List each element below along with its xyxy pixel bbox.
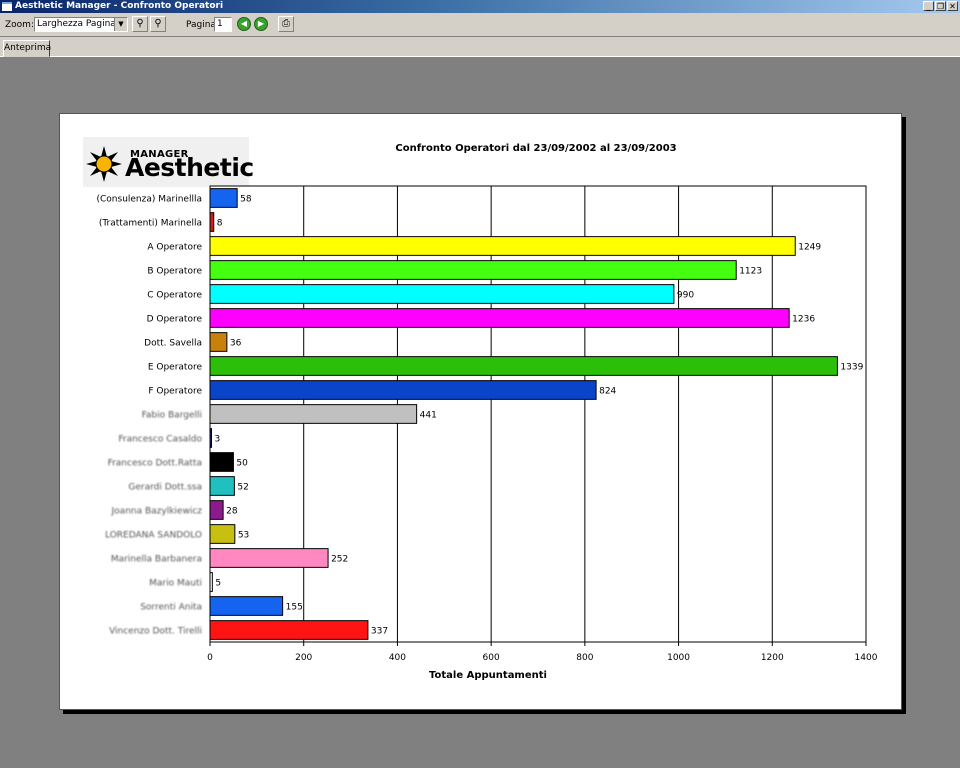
data-label: 8	[217, 219, 223, 229]
bar	[209, 476, 235, 496]
data-label: 58	[240, 195, 252, 205]
data-label: 824	[599, 387, 616, 397]
category-label: B Operatore	[147, 267, 202, 277]
category-label: Francesco Dott.Ratta	[108, 459, 202, 469]
data-label: 1339	[840, 363, 863, 373]
bar	[209, 500, 224, 520]
bar	[209, 236, 796, 256]
arrow-left-icon: ◀	[240, 19, 248, 28]
category-label: A Operatore	[147, 243, 202, 253]
aesthetic-manager-logo: MANAGER Aesthetic	[83, 137, 254, 187]
logo-aesthetic-text: Aesthetic	[125, 153, 254, 182]
category-label: Fabio Bargelli	[142, 411, 202, 421]
bar	[209, 380, 597, 400]
data-label: 990	[677, 291, 694, 301]
print-button[interactable]: ⎙	[278, 16, 294, 32]
page-label: Pagina:	[186, 20, 220, 30]
category-label: Sorrenti Anita	[140, 603, 202, 613]
data-label: 50	[236, 459, 248, 469]
data-label: 441	[420, 411, 437, 421]
x-tick-label: 1400	[855, 653, 878, 663]
bar	[209, 596, 284, 616]
bar	[209, 356, 838, 376]
zoom-label: Zoom:	[5, 20, 34, 30]
bar	[209, 188, 238, 208]
tab-strip: Anteprima	[0, 37, 960, 57]
data-label: 1236	[792, 315, 815, 325]
bar	[209, 284, 675, 304]
toolbar: Zoom: Larghezza Pagina ▼ ⚲ ⚲ Pagina: 1 ◀…	[0, 13, 960, 37]
sun-logo-icon	[86, 146, 122, 182]
bar	[209, 308, 790, 328]
logo-manager-text: MANAGER	[130, 149, 189, 160]
bar	[209, 332, 228, 352]
close-button[interactable]: ✕	[947, 1, 958, 11]
data-label: 3	[215, 435, 221, 445]
data-label: 337	[371, 627, 388, 637]
window-title-bar: Aesthetic Manager - Confronto Operatori …	[0, 0, 960, 13]
x-tick-label: 1000	[667, 653, 690, 663]
category-label: Mario Mauti	[149, 579, 202, 589]
data-label: 36	[230, 339, 242, 349]
chart-title: Confronto Operatori dal 23/09/2002 al 23…	[395, 143, 677, 154]
bar	[209, 212, 215, 232]
page-number-input[interactable]: 1	[214, 17, 232, 32]
category-label: F Operatore	[148, 387, 202, 397]
bar	[209, 524, 236, 544]
zoom-out-button[interactable]: ⚲	[132, 16, 148, 32]
category-label: Gerardi Dott.ssa	[128, 483, 202, 493]
x-tick-label: 400	[389, 653, 406, 663]
tab-anteprima[interactable]: Anteprima	[3, 40, 51, 57]
data-label: 1249	[798, 243, 821, 253]
zoom-select[interactable]: Larghezza Pagina ▼	[34, 17, 128, 32]
window-title: Aesthetic Manager - Confronto Operatori	[15, 1, 224, 11]
arrow-right-icon: ▶	[257, 19, 265, 28]
bar	[209, 572, 213, 592]
window-controls: _ ❐ ✕	[923, 1, 958, 11]
category-label: (Consulenza) Marinellla	[97, 195, 203, 205]
zoom-in-button[interactable]: ⚲	[150, 16, 166, 32]
x-tick-label: 800	[576, 653, 593, 663]
x-axis-title: Totale Appuntamenti	[429, 670, 547, 681]
data-label: 28	[226, 507, 238, 517]
category-label: Francesco Casaldo	[118, 435, 202, 445]
data-label: 252	[331, 555, 348, 565]
app-icon	[2, 2, 12, 11]
bar	[209, 452, 234, 472]
bar	[209, 548, 329, 568]
category-label: E Operatore	[148, 363, 203, 373]
previous-page-button[interactable]: ◀	[237, 17, 251, 31]
data-label: 52	[237, 483, 248, 493]
bar	[209, 404, 418, 424]
x-tick-label: 0	[207, 653, 213, 663]
category-label: (Trattamenti) Marinella	[99, 219, 202, 229]
zoom-value: Larghezza Pagina	[37, 19, 116, 29]
bar	[209, 620, 369, 640]
restore-button[interactable]: ❐	[935, 1, 946, 11]
x-tick-label: 600	[483, 653, 500, 663]
magnifier-minus-icon: ⚲	[136, 18, 144, 29]
data-label: 155	[286, 603, 303, 613]
data-label: 5	[215, 579, 221, 589]
category-label: D Operatore	[147, 315, 203, 325]
data-label: 1123	[739, 267, 762, 277]
category-label: LOREDANA SANDOLO	[105, 531, 202, 541]
printer-icon: ⎙	[282, 18, 290, 29]
category-label: Vincenzo Dott. Tirelli	[109, 627, 202, 637]
category-label: Marinella Barbanera	[111, 555, 202, 565]
bar	[209, 260, 737, 280]
data-label: 53	[238, 531, 249, 541]
category-label: Joanna Bazylkiewicz	[111, 507, 203, 517]
category-label: C Operatore	[147, 291, 202, 301]
x-tick-label: 1200	[761, 653, 784, 663]
bar	[209, 428, 212, 448]
magnifier-plus-icon: ⚲	[154, 18, 162, 29]
next-page-button[interactable]: ▶	[254, 17, 268, 31]
category-label: Dott. Savella	[144, 339, 202, 349]
minimize-button[interactable]: _	[923, 1, 934, 11]
x-tick-label: 200	[295, 653, 312, 663]
chevron-down-icon[interactable]: ▼	[114, 18, 127, 31]
